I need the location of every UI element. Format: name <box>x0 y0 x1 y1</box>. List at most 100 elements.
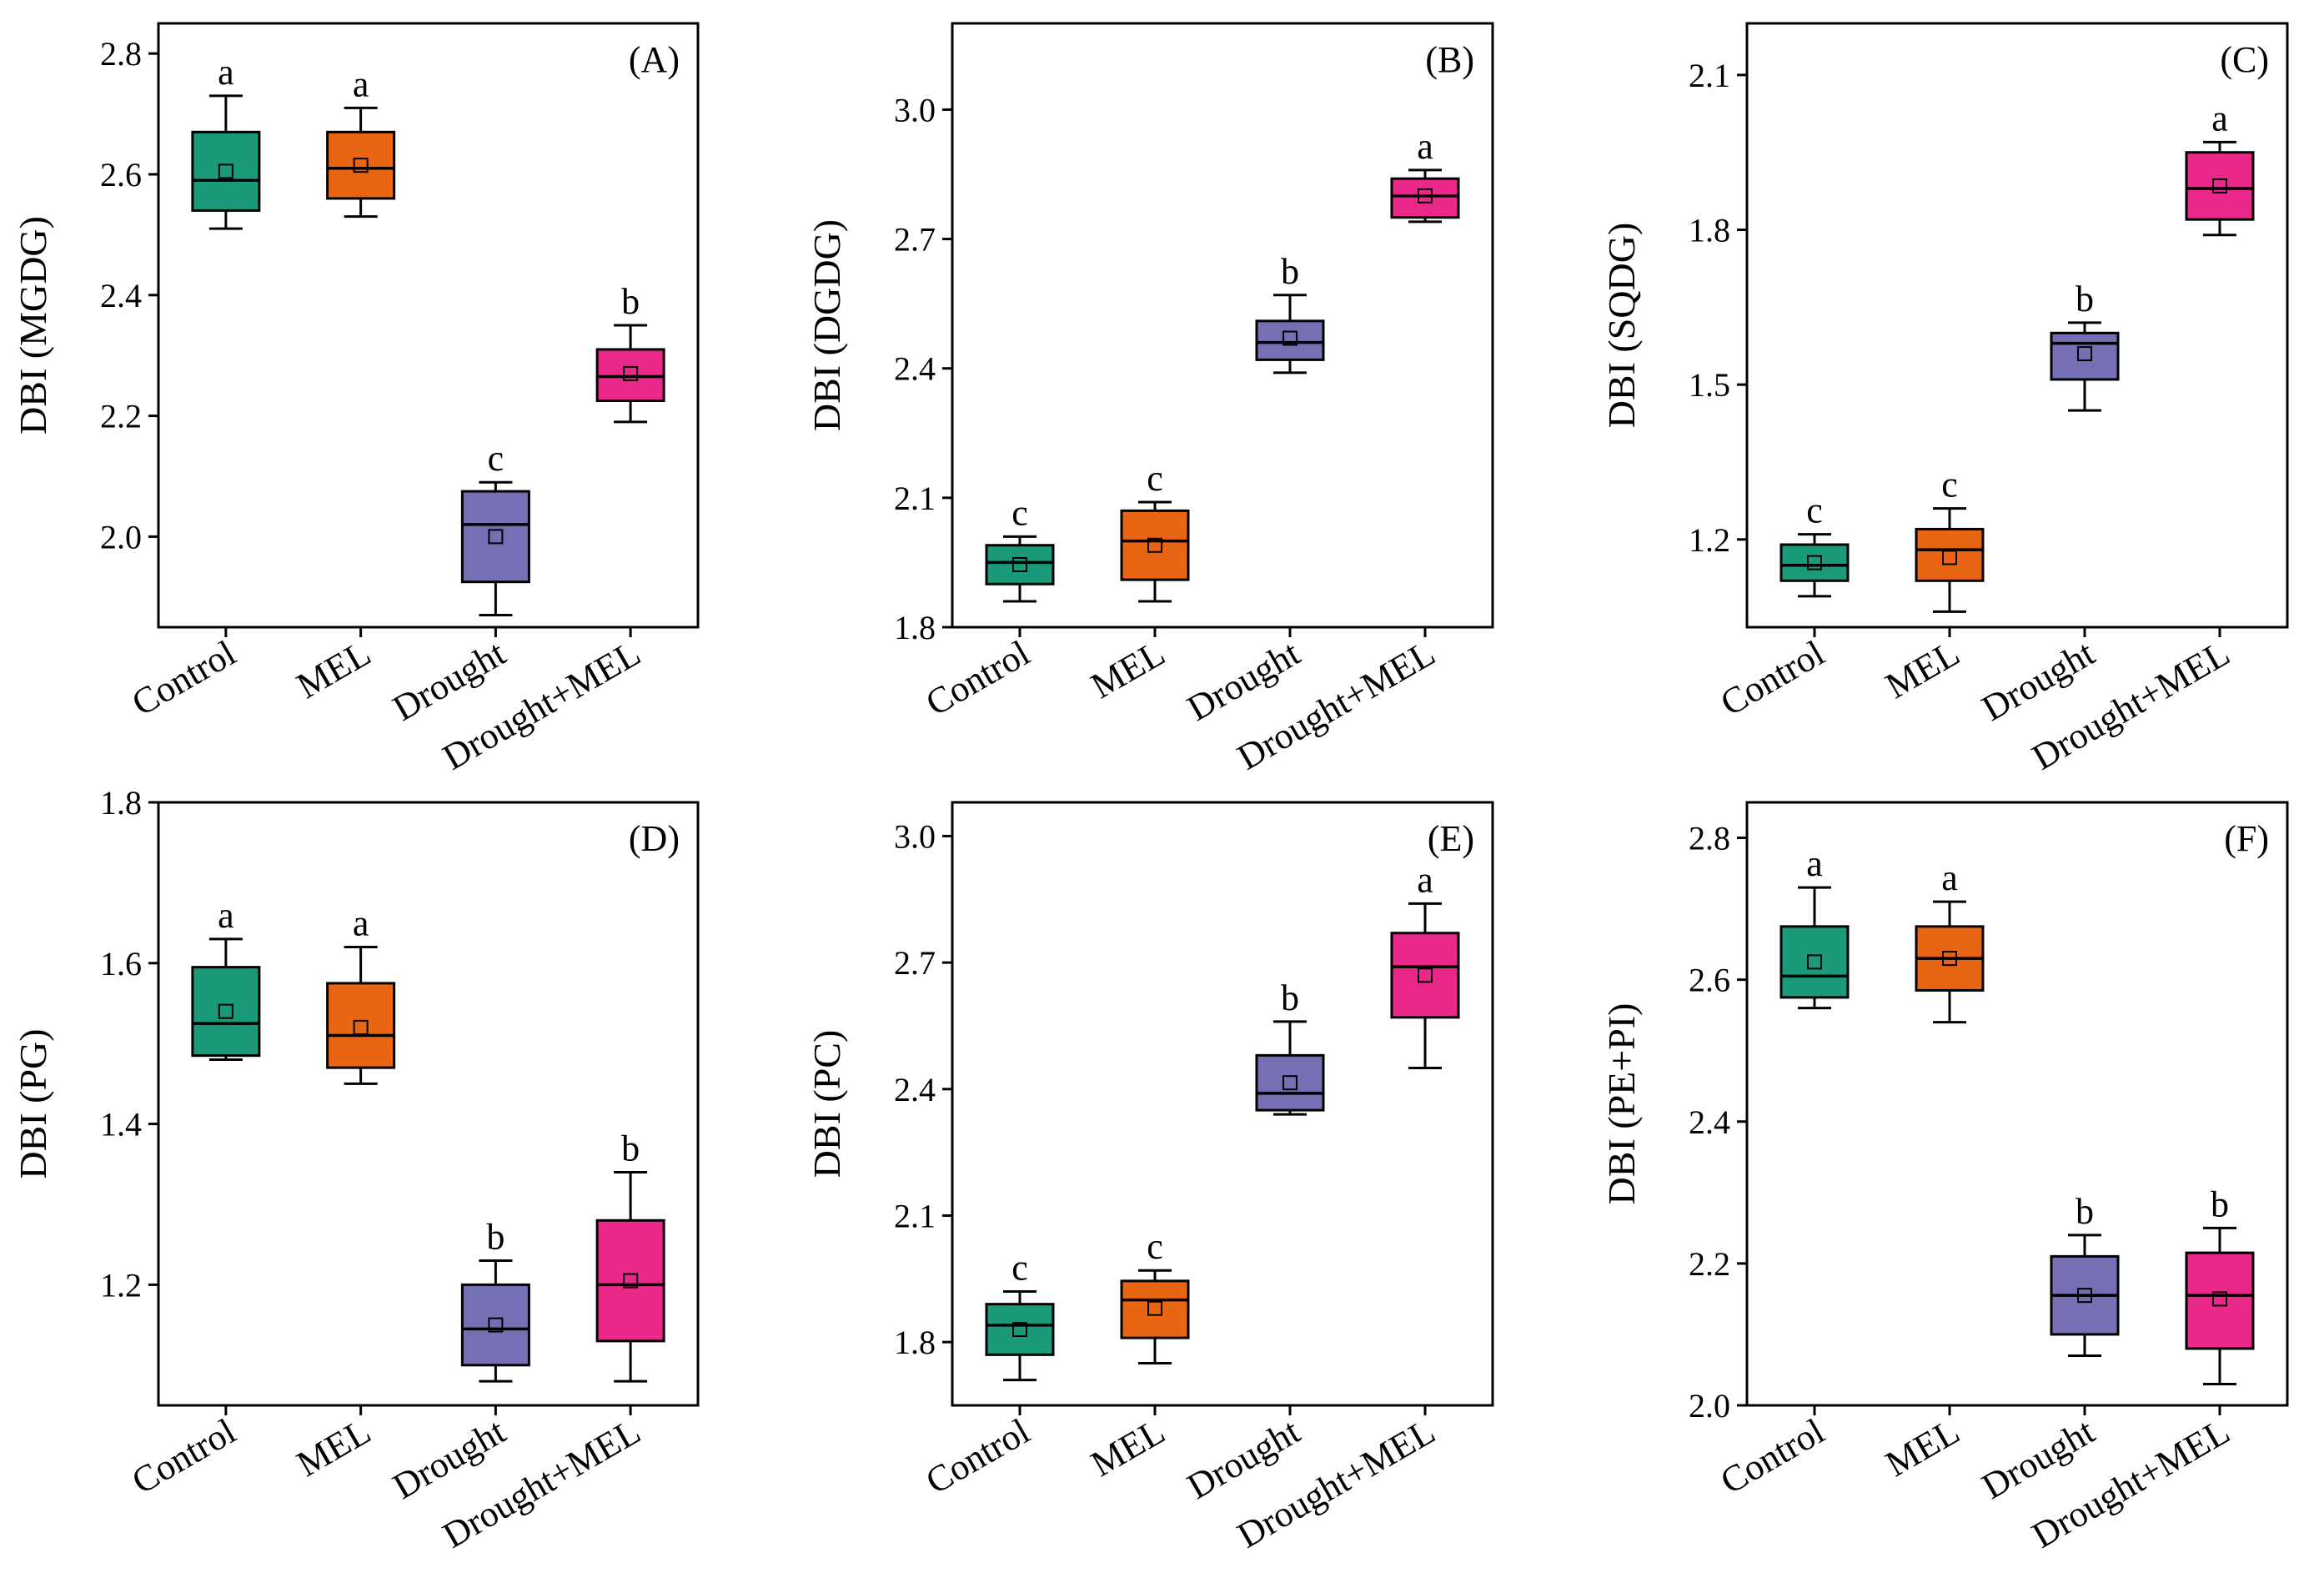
significance-letter: a <box>218 895 234 936</box>
box-plot: b <box>460 1216 530 1383</box>
x-tick-label: MEL <box>290 1410 378 1485</box>
x-tick-label: MEL <box>1084 632 1172 706</box>
iqr-box <box>595 1219 665 1343</box>
panel-label: (F) <box>2224 818 2269 859</box>
y-axis-label: DBI (PG) <box>12 1028 54 1178</box>
iqr-box <box>1255 319 1325 361</box>
significance-letter: a <box>353 63 369 104</box>
plot-frame <box>1745 22 2289 629</box>
y-axis-label: DBI (DGDG) <box>806 219 848 431</box>
y-tick-label: 3.0 <box>894 91 936 128</box>
mean-marker <box>353 158 369 173</box>
y-tick-label: 2.0 <box>1689 1387 1730 1425</box>
iqr-box <box>460 1283 530 1367</box>
iqr-box <box>1915 527 1985 582</box>
mean-marker <box>488 529 504 545</box>
significance-letter: c <box>488 438 504 479</box>
x-tick-label: Control <box>919 632 1037 724</box>
y-tick-label: 2.4 <box>894 1071 936 1108</box>
mean-marker <box>2212 1291 2227 1307</box>
mean-marker <box>1147 537 1162 553</box>
y-axis-label: DBI (PE+PI) <box>1600 1003 1643 1205</box>
box-plot: c <box>985 1247 1055 1382</box>
y-tick-label: 2.6 <box>100 156 142 193</box>
mean-marker <box>623 365 639 381</box>
iqr-box <box>191 966 261 1058</box>
iqr-box <box>1120 1279 1190 1339</box>
significance-letter: c <box>1147 1226 1163 1267</box>
box-plot: b <box>2050 1191 2120 1357</box>
y-tick-label: 3.0 <box>894 817 936 855</box>
y-axis-label: DBI (MGDG) <box>12 216 54 435</box>
mean-marker <box>1418 967 1433 983</box>
mean-marker <box>1418 188 1433 204</box>
significance-letter: a <box>1417 859 1433 900</box>
significance-letter: a <box>218 52 234 93</box>
y-axis-label: DBI (SQDG) <box>1600 223 1643 429</box>
box-plot: c <box>1915 465 1985 613</box>
y-axis-label: DBI (PC) <box>806 1030 848 1178</box>
y-tick-label: 2.8 <box>100 35 142 73</box>
box-plot: a <box>326 63 396 219</box>
y-tick-label: 2.8 <box>1689 820 1730 857</box>
iqr-box <box>326 982 396 1069</box>
significance-letter: b <box>2076 279 2094 319</box>
panel-label: (C) <box>2220 39 2269 80</box>
y-tick-label: 2.0 <box>100 518 142 555</box>
significance-letter: c <box>1941 465 1958 505</box>
box-plot: b <box>595 281 665 424</box>
box-plot: c <box>1120 458 1190 603</box>
significance-letter: a <box>1941 857 1958 898</box>
mean-marker <box>353 1019 369 1035</box>
y-tick-label: 1.8 <box>894 1324 936 1361</box>
box-plot: a <box>2185 98 2255 237</box>
significance-letter: c <box>1806 490 1823 531</box>
significance-letter: a <box>1806 843 1823 884</box>
box-plot: a <box>1779 843 1850 1010</box>
box-plot: a <box>1390 126 1460 224</box>
mean-marker <box>2212 178 2227 193</box>
panel-label: (D) <box>629 818 680 859</box>
x-tick-label: MEL <box>1879 1410 1966 1485</box>
significance-letter: b <box>2211 1183 2229 1224</box>
iqr-box <box>2050 331 2120 381</box>
panel-label: (A) <box>629 39 680 80</box>
iqr-box <box>1255 1053 1325 1112</box>
y-tick-label: 1.8 <box>894 609 936 646</box>
significance-letter: c <box>1011 492 1028 533</box>
box-plot: a <box>1915 857 1985 1024</box>
iqr-box <box>326 130 396 200</box>
mean-marker <box>1807 954 1822 970</box>
x-tick-label: MEL <box>290 632 378 706</box>
y-tick-label: 1.5 <box>1689 366 1730 404</box>
y-tick-label: 2.1 <box>1689 57 1730 94</box>
y-tick-label: 2.7 <box>894 944 936 982</box>
iqr-box <box>2185 151 2255 221</box>
iqr-box <box>985 1303 1055 1356</box>
x-tick-label: Control <box>1714 1410 1831 1502</box>
mean-marker <box>1942 550 1957 565</box>
box-plot: c <box>1779 490 1850 598</box>
significance-letter: c <box>1147 458 1163 499</box>
significance-letter: b <box>621 281 640 322</box>
iqr-box <box>460 490 530 584</box>
y-tick-label: 2.1 <box>894 1197 936 1234</box>
y-tick-label: 1.2 <box>100 1266 142 1304</box>
box-plot: a <box>191 895 261 1061</box>
y-tick-label: 1.6 <box>100 945 142 982</box>
plot-frame <box>1745 801 2289 1407</box>
y-tick-label: 1.8 <box>1689 212 1730 249</box>
iqr-box <box>1390 177 1460 219</box>
mean-marker <box>1012 1321 1027 1337</box>
box-plot: c <box>1120 1226 1190 1364</box>
mean-marker <box>1807 555 1822 570</box>
plot-frame <box>157 801 700 1407</box>
mean-marker <box>1282 1075 1298 1091</box>
box-plot: a <box>1390 859 1460 1070</box>
